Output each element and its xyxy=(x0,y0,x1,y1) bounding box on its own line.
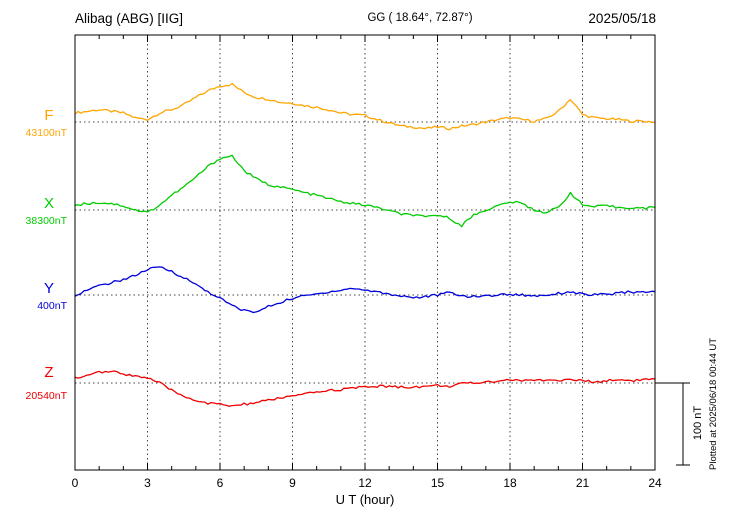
x-tick-label-21: 21 xyxy=(576,476,590,490)
trace-Z xyxy=(74,370,656,407)
x-tick-label-24: 24 xyxy=(648,476,662,490)
scale-bar-label: 100 nT xyxy=(692,406,704,441)
series-baseline-y: 400nT xyxy=(37,300,67,312)
x-tick-label-18: 18 xyxy=(503,476,517,490)
axis-ticks xyxy=(74,35,656,470)
x-axis-label: U T (hour) xyxy=(336,492,395,507)
series-label-x: X xyxy=(44,195,54,212)
plot-date: 2025/05/18 xyxy=(588,11,656,26)
trace-F xyxy=(74,82,656,131)
plotted-at-note: Plotted at 2025/06/18 00:44 UT xyxy=(708,338,719,470)
series-label-z: Z xyxy=(44,364,53,381)
scale-bar xyxy=(655,382,690,466)
gridlines xyxy=(147,35,583,470)
traces xyxy=(74,82,656,407)
gg-coordinates: GG ( 18.64°, 72.87°) xyxy=(367,12,472,24)
series-label-y: Y xyxy=(44,280,54,297)
series-baseline-z: 20540nT xyxy=(26,390,68,402)
x-tick-label-9: 9 xyxy=(289,476,296,490)
x-tick-label-3: 3 xyxy=(144,476,151,490)
series-baseline-x: 38300nT xyxy=(26,215,68,227)
x-tick-label-15: 15 xyxy=(431,476,445,490)
trace-X xyxy=(74,154,656,228)
trace-Y xyxy=(74,266,656,314)
series-baseline-f: 43100nT xyxy=(26,127,68,139)
x-tick-label-0: 0 xyxy=(72,476,79,490)
x-tick-labels: 0 3 6 9 12 15 18 21 24 xyxy=(72,476,662,490)
station-title: Alibag (ABG) [IIG] xyxy=(75,11,183,26)
x-tick-label-6: 6 xyxy=(217,476,224,490)
series-label-f: F xyxy=(44,107,53,124)
x-tick-label-12: 12 xyxy=(358,476,372,490)
